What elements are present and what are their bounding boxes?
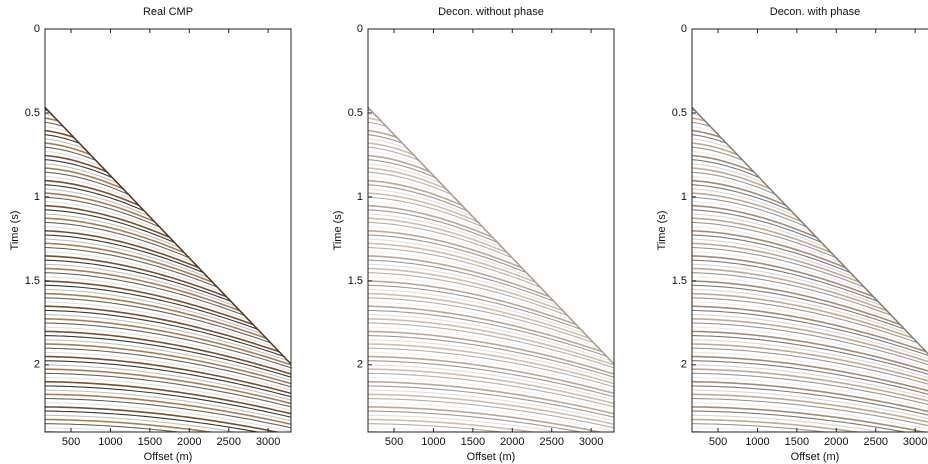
seismic-texture [692,106,928,432]
y-tick-label: 2 [357,359,363,371]
y-tick-label: 0 [34,23,40,35]
x-tick-label: 1000 [98,436,122,448]
y-tick-label: 1.5 [672,275,687,287]
x-tick-label: 3000 [903,436,927,448]
axis-box [691,28,928,433]
seismic-texture [45,106,291,432]
x-tick-label: 2500 [539,436,563,448]
x-tick-label: 500 [385,436,403,448]
panel: Real CMP 500 1000 1500 2000 2500 3000 0 0.5 1 1.5 2… [9,6,292,463]
x-tick-label: 3000 [256,436,280,448]
y-tick-label: 1 [357,191,363,203]
x-tick-label: 2500 [863,436,887,448]
x-tick-label: 1500 [138,436,162,448]
x-tick-label: 2000 [824,436,848,448]
x-tick-label: 1500 [785,436,809,448]
panel-title: Decon. without phase [438,6,544,18]
panel: Decon. without phase 500 1000 1500 2000 2500 3… [332,6,615,463]
x-axis-label: Offset (m) [791,451,840,463]
y-tick-label: 0 [357,23,363,35]
x-tick-label: 2000 [177,436,201,448]
x-tick-label: 3000 [579,436,603,448]
x-tick-label: 2500 [216,436,240,448]
x-tick-label: 500 [709,436,727,448]
y-tick-label: 0.5 [25,107,40,119]
y-axis-label: Time (s) [9,211,21,251]
panel-title: Real CMP [143,6,193,18]
x-tick-label: 1000 [745,436,769,448]
axis-box [44,28,292,433]
panel-title: Decon. with phase [770,6,861,18]
x-tick-label: 1000 [421,436,445,448]
y-axis-label: Time (s) [332,211,344,251]
y-tick-label: 0.5 [672,107,687,119]
seismic-texture [368,106,614,432]
axis-box [367,28,615,433]
y-tick-label: 0.5 [348,107,363,119]
x-tick-label: 500 [62,436,80,448]
x-axis-label: Offset (m) [144,451,193,463]
y-axis-label: Time (s) [656,211,668,251]
panel: Decon. with phase 500 1000 1500 2000 2500 3000… [656,6,928,463]
y-tick-label: 2 [34,359,40,371]
x-axis-label: Offset (m) [467,451,516,463]
y-tick-label: 1.5 [25,275,40,287]
x-tick-label: 2000 [500,436,524,448]
y-tick-label: 1.5 [348,275,363,287]
y-tick-label: 0 [681,23,687,35]
y-tick-label: 2 [681,359,687,371]
y-tick-label: 1 [34,191,40,203]
y-tick-label: 1 [681,191,687,203]
x-tick-label: 1500 [461,436,485,448]
